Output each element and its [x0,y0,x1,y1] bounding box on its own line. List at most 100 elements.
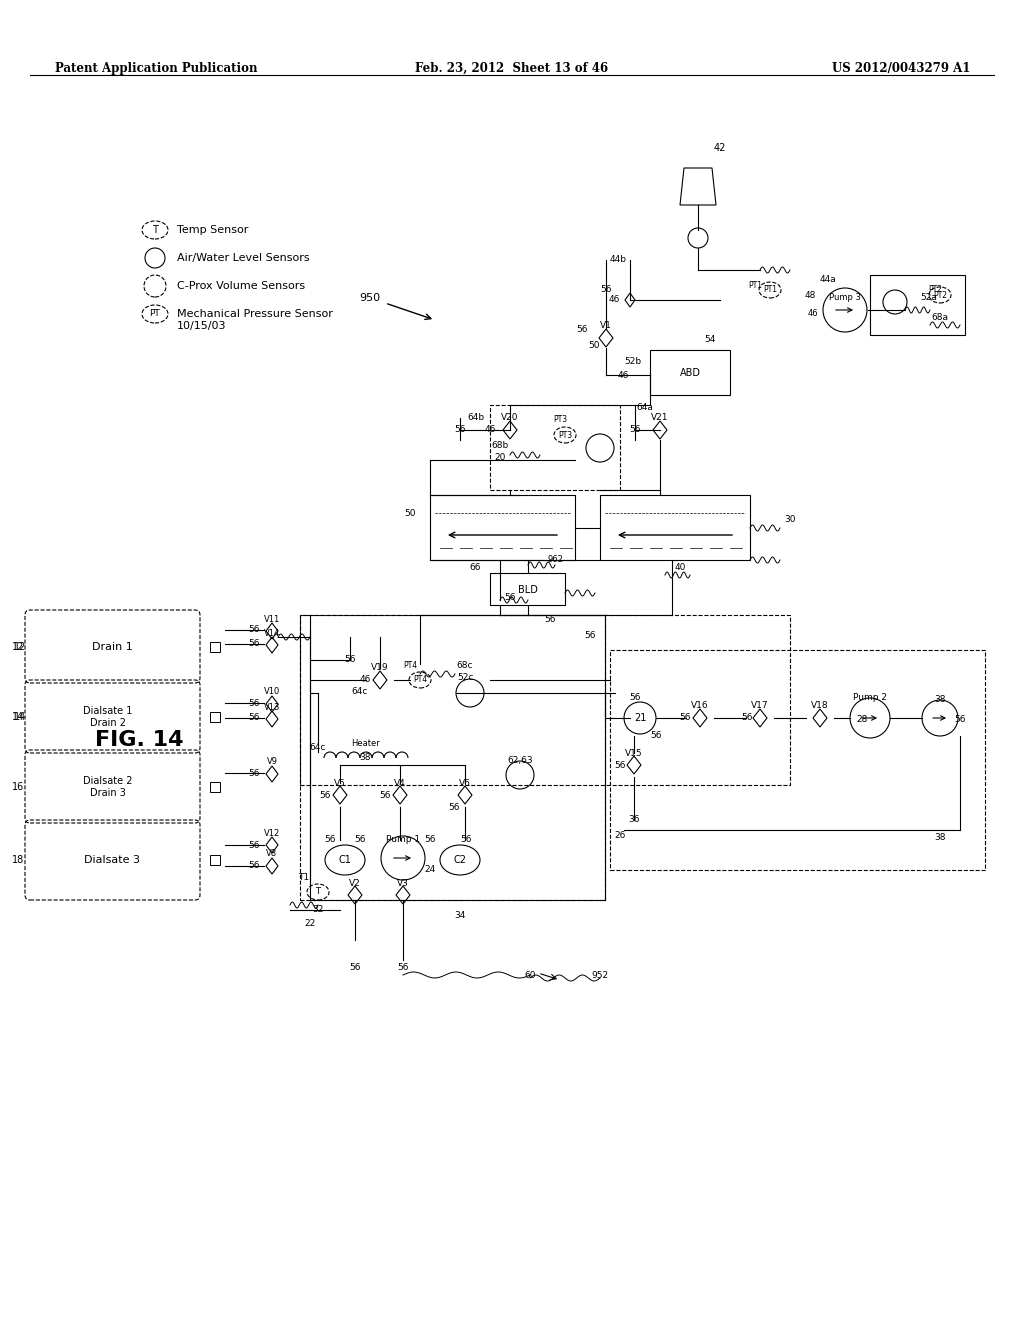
Text: 56: 56 [954,715,966,725]
Text: 56: 56 [741,714,753,722]
Text: 36: 36 [629,816,640,825]
Text: PT1: PT1 [748,281,762,289]
Text: 64b: 64b [467,413,484,422]
Bar [430,495,575,560]
Text: 48: 48 [804,290,816,300]
Text: T1: T1 [298,874,309,883]
Text: V5: V5 [334,779,346,788]
Text: 46: 46 [617,371,629,380]
Text: 32: 32 [312,906,324,915]
Text: V11: V11 [264,615,281,623]
Text: 68a: 68a [932,314,948,322]
Text: 56: 56 [325,836,336,845]
Text: 68b: 68b [492,441,509,450]
Text: 40: 40 [675,564,686,573]
Bar [600,495,750,560]
Text: FIG. 14: FIG. 14 [95,730,183,750]
Text: 56: 56 [577,326,588,334]
Text: 56: 56 [455,425,466,434]
Text: 68c: 68c [457,660,473,669]
Text: 46: 46 [808,309,818,318]
Text: 66: 66 [469,564,480,573]
Text: 14: 14 [14,711,27,722]
Text: 56: 56 [349,964,360,973]
Bar [650,350,730,395]
Bar [210,642,220,652]
Text: 28: 28 [856,715,867,725]
Text: 44b: 44b [609,256,627,264]
Text: 34: 34 [455,911,466,920]
Text: Pump 3: Pump 3 [829,293,861,302]
Text: Drain 1: Drain 1 [92,642,133,652]
Text: T: T [152,224,158,235]
Text: PT2: PT2 [933,290,947,300]
Text: 62,63: 62,63 [507,755,532,764]
Text: 42: 42 [714,143,726,153]
Text: V20: V20 [502,413,519,422]
Text: V2: V2 [349,879,360,887]
Text: BLD: BLD [518,585,538,595]
Text: 50: 50 [404,510,416,519]
Text: V21: V21 [651,413,669,422]
Text: 56: 56 [600,285,611,294]
Text: Patent Application Publication: Patent Application Publication [55,62,257,75]
Text: Feb. 23, 2012  Sheet 13 of 46: Feb. 23, 2012 Sheet 13 of 46 [416,62,608,75]
Text: Heater: Heater [350,738,379,747]
Bar [210,855,220,865]
Text: Dialsate 3: Dialsate 3 [85,855,140,865]
Text: 56: 56 [460,836,472,845]
Text: Pump 1: Pump 1 [386,836,420,845]
Text: 64c: 64c [352,688,369,697]
Text: V15: V15 [626,748,643,758]
Text: V18: V18 [811,701,828,710]
Text: Dialsate 2
Drain 3: Dialsate 2 Drain 3 [83,776,132,797]
Text: PT2: PT2 [928,285,942,294]
Text: 56: 56 [424,836,436,845]
Text: 16: 16 [12,781,25,792]
Text: PT3: PT3 [553,416,567,425]
Text: 14: 14 [12,711,25,722]
Bar [210,781,220,792]
Text: 56: 56 [344,656,355,664]
Text: 56: 56 [614,760,626,770]
Bar [490,405,620,490]
Text: V17: V17 [752,701,769,710]
Text: V16: V16 [691,701,709,710]
Text: 60: 60 [524,970,536,979]
Text: 52c: 52c [457,673,473,682]
Text: 56: 56 [650,730,662,739]
Text: 20: 20 [495,454,506,462]
Text: 12: 12 [12,642,25,652]
Text: V9: V9 [266,758,278,767]
Text: PT3: PT3 [558,430,572,440]
Text: 64a: 64a [637,404,653,412]
Text: V4: V4 [394,779,406,788]
Text: 30: 30 [784,516,796,524]
Text: Temp Sensor: Temp Sensor [177,224,249,235]
Text: PT1: PT1 [763,285,777,294]
Text: ABD: ABD [680,368,700,378]
Text: 10/15/03: 10/15/03 [177,321,226,331]
Text: PT4: PT4 [413,676,427,685]
Text: 56: 56 [630,693,641,702]
Text: V1: V1 [600,322,612,330]
Text: 52a: 52a [920,293,937,302]
Text: 56: 56 [248,626,260,635]
Text: V6: V6 [459,779,471,788]
Text: 26: 26 [614,830,626,840]
Text: V10: V10 [264,688,281,697]
Text: 56: 56 [248,861,260,870]
Text: 56: 56 [248,714,260,722]
Text: 56: 56 [449,804,460,813]
Bar [300,615,605,900]
Text: 54: 54 [705,335,716,345]
Text: 56: 56 [248,768,260,777]
Text: Air/Water Level Sensors: Air/Water Level Sensors [177,253,309,263]
Text: 38: 38 [359,754,371,763]
Text: 24: 24 [424,866,435,874]
Text: 56: 56 [248,698,260,708]
Text: 38: 38 [934,833,946,842]
Text: V8: V8 [266,850,278,858]
Text: 56: 56 [504,594,516,602]
Text: C1: C1 [339,855,351,865]
